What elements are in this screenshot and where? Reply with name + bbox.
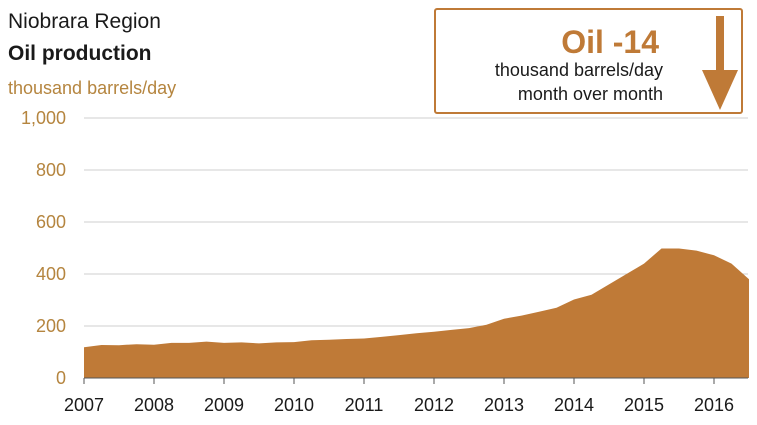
down-arrow-icon [702,16,738,110]
x-tick-label: 2011 [345,395,384,415]
callout-period: month over month [517,84,663,104]
chart-subtitle: Oil production [8,42,152,65]
callout-unit: thousand barrels/day [494,60,663,80]
y-tick-label: 800 [36,160,66,180]
production-area [84,248,749,378]
x-tick-label: 2013 [484,395,524,415]
y-tick-label: 1,000 [21,108,66,128]
region-title: Niobrara Region [8,10,161,33]
unit-label: thousand barrels/day [8,78,177,98]
x-tick-label: 2008 [134,395,174,415]
x-axis-ticks: 2007 2008 2009 2010 2011 2012 2013 2014 2015 2016 [64,378,734,415]
y-tick-label: 0 [56,368,66,388]
x-tick-label: 2016 [694,395,734,415]
x-tick-label: 2012 [414,395,454,415]
x-tick-label: 2010 [274,395,314,415]
x-tick-label: 2007 [64,395,104,415]
x-tick-label: 2015 [624,395,664,415]
callout-headline: Oil -14 [561,24,659,60]
y-axis-ticks: 0 200 400 600 800 1,000 [21,108,66,388]
change-callout: Oil -14 thousand barrels/day month over … [434,8,743,114]
y-tick-label: 600 [36,212,66,232]
y-tick-label: 200 [36,316,66,336]
y-tick-label: 400 [36,264,66,284]
x-tick-label: 2014 [554,395,594,415]
x-tick-label: 2009 [204,395,244,415]
